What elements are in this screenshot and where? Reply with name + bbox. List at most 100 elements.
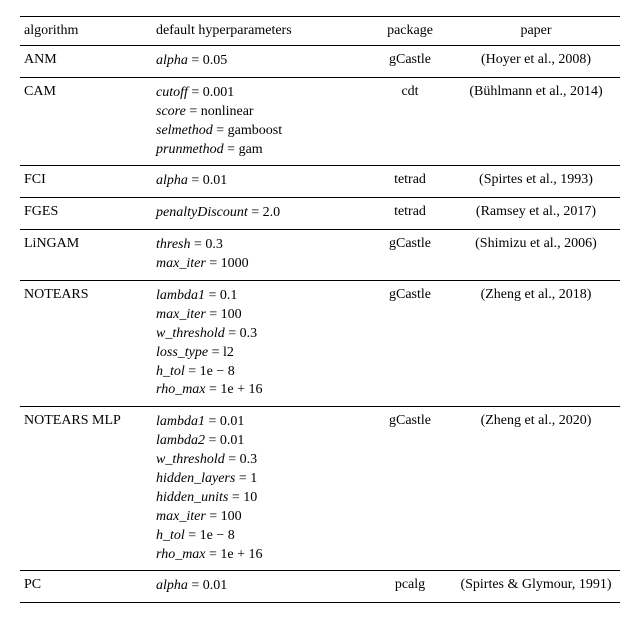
cell-algorithm: NOTEARS MLP <box>20 407 152 571</box>
cell-package: tetrad <box>368 198 452 230</box>
hyperparam-entry: score = nonlinear <box>156 103 364 122</box>
hyperparam-value: = 1 <box>235 471 257 486</box>
hyperparam-entry: max_iter = 1000 <box>156 255 364 274</box>
header-hyperparams: default hyperparameters <box>152 17 368 46</box>
table-row: CAMcutoff = 0.001score = nonlinearselmet… <box>20 77 620 166</box>
hyperparam-value: = 0.01 <box>205 433 244 448</box>
hyperparam-name: prunmethod <box>156 142 224 157</box>
hyperparam-entry: lambda2 = 0.01 <box>156 432 364 451</box>
hyperparam-name: score <box>156 104 186 119</box>
hyperparam-name: alpha <box>156 578 188 593</box>
cell-algorithm: NOTEARS <box>20 281 152 407</box>
hyperparam-entry: selmethod = gamboost <box>156 122 364 141</box>
cell-paper: (Shimizu et al., 2006) <box>452 230 620 281</box>
cell-package: gCastle <box>368 230 452 281</box>
hyperparam-entry: cutoff = 0.001 <box>156 84 364 103</box>
cell-hyperparams: lambda1 = 0.1 max_iter = 100 w_threshold =… <box>152 281 368 407</box>
hyperparam-entry: thresh = 0.3 <box>156 236 364 255</box>
hyperparam-entry: w_threshold = 0.3 <box>156 325 364 344</box>
cell-package: gCastle <box>368 281 452 407</box>
hyperparam-name: rho_max <box>156 382 206 397</box>
table-header-row: algorithm default hyperparameters packag… <box>20 17 620 46</box>
cell-algorithm: ANM <box>20 46 152 78</box>
hyperparam-name: max_iter <box>156 509 206 524</box>
hyperparam-name: penaltyDiscount <box>156 205 248 220</box>
hyperparam-name: lambda1 <box>156 288 205 303</box>
table-row: PCalpha = 0.01pcalg(Spirtes & Glymour, 1… <box>20 571 620 603</box>
cell-package: gCastle <box>368 46 452 78</box>
hyperparam-name: h_tol <box>156 528 185 543</box>
hyperparam-entry: h_tol = 1e − 8 <box>156 363 364 382</box>
table-row: FGESpenaltyDiscount = 2.0tetrad(Ramsey e… <box>20 198 620 230</box>
hyperparam-value: = 1e + 16 <box>206 382 263 397</box>
hyperparam-entry: hidden_units = 10 <box>156 489 364 508</box>
cell-package: cdt <box>368 77 452 166</box>
hyperparam-value: = 0.05 <box>188 53 227 68</box>
cell-paper: (Spirtes et al., 1993) <box>452 166 620 198</box>
hyperparam-value: = 2.0 <box>248 205 280 220</box>
hyperparam-name: loss_type <box>156 345 208 360</box>
cell-hyperparams: cutoff = 0.001score = nonlinearselmethod… <box>152 77 368 166</box>
hyperparam-name: lambda2 <box>156 433 205 448</box>
hyperparam-value: = 1e + 16 <box>206 547 263 562</box>
hyperparam-name: hidden_units <box>156 490 228 505</box>
cell-hyperparams: thresh = 0.3max_iter = 1000 <box>152 230 368 281</box>
cell-paper: (Spirtes & Glymour, 1991) <box>452 571 620 603</box>
hyperparam-value: = 0.01 <box>205 414 244 429</box>
hyperparam-value: = 0.01 <box>188 578 227 593</box>
hyperparam-value: = 10 <box>228 490 257 505</box>
hyperparam-entry: loss_type = l2 <box>156 344 364 363</box>
cell-algorithm: LiNGAM <box>20 230 152 281</box>
cell-hyperparams: lambda1 = 0.01lambda2 = 0.01w_threshold … <box>152 407 368 571</box>
hyperparam-name: alpha <box>156 53 188 68</box>
hyperparam-entry: lambda1 = 0.01 <box>156 413 364 432</box>
hyperparam-value: = 1000 <box>206 256 249 271</box>
hyperparam-name: max_iter <box>156 256 206 271</box>
hyperparam-name: lambda1 <box>156 414 205 429</box>
cell-algorithm: PC <box>20 571 152 603</box>
cell-paper: (Zheng et al., 2018) <box>452 281 620 407</box>
hyperparam-name: hidden_layers <box>156 471 235 486</box>
table-row: FCIalpha = 0.01tetrad(Spirtes et al., 19… <box>20 166 620 198</box>
cell-algorithm: FCI <box>20 166 152 198</box>
header-algorithm: algorithm <box>20 17 152 46</box>
hyperparam-value: = 100 <box>206 509 242 524</box>
cell-paper: (Hoyer et al., 2008) <box>452 46 620 78</box>
hyperparam-value: = l2 <box>208 345 234 360</box>
table-row: NOTEARS MLPlambda1 = 0.01lambda2 = 0.01w… <box>20 407 620 571</box>
hyperparam-name: selmethod <box>156 123 213 138</box>
table-row: NOTEARS lambda1 = 0.1 max_iter = 100 w_thre… <box>20 281 620 407</box>
table-row: ANMalpha = 0.05gCastle(Hoyer et al., 200… <box>20 46 620 78</box>
hyperparam-name: rho_max <box>156 547 206 562</box>
cell-package: gCastle <box>368 407 452 571</box>
hyperparam-name: alpha <box>156 173 188 188</box>
header-package: package <box>368 17 452 46</box>
hyperparam-value: = 0.1 <box>205 288 237 303</box>
cell-package: pcalg <box>368 571 452 603</box>
cell-paper: (Bühlmann et al., 2014) <box>452 77 620 166</box>
algorithms-table: algorithm default hyperparameters packag… <box>20 16 620 603</box>
table-row: LiNGAMthresh = 0.3max_iter = 1000gCastle… <box>20 230 620 281</box>
hyperparam-name: thresh <box>156 237 190 252</box>
hyperparam-entry: max_iter = 100 <box>156 508 364 527</box>
hyperparam-entry: penaltyDiscount = 2.0 <box>156 204 364 223</box>
hyperparam-entry: alpha = 0.01 <box>156 172 364 191</box>
cell-algorithm: CAM <box>20 77 152 166</box>
hyperparam-value: = 0.3 <box>190 237 222 252</box>
hyperparam-entry: hidden_layers = 1 <box>156 470 364 489</box>
hyperparam-value: = 100 <box>206 307 242 322</box>
hyperparam-entry: alpha = 0.05 <box>156 52 364 71</box>
hyperparam-value: = 1e − 8 <box>185 364 235 379</box>
header-paper: paper <box>452 17 620 46</box>
cell-paper: (Zheng et al., 2020) <box>452 407 620 571</box>
hyperparam-value: = nonlinear <box>186 104 254 119</box>
hyperparam-value: = 0.3 <box>225 326 257 341</box>
hyperparam-value: = gamboost <box>213 123 282 138</box>
hyperparam-entry: prunmethod = gam <box>156 141 364 160</box>
hyperparam-value: = 0.3 <box>225 452 257 467</box>
hyperparam-name: max_iter <box>156 307 206 322</box>
hyperparam-entry: h_tol = 1e − 8 <box>156 527 364 546</box>
hyperparam-entry: rho_max = 1e + 16 <box>156 381 364 400</box>
hyperparam-entry: alpha = 0.01 <box>156 577 364 596</box>
cell-package: tetrad <box>368 166 452 198</box>
